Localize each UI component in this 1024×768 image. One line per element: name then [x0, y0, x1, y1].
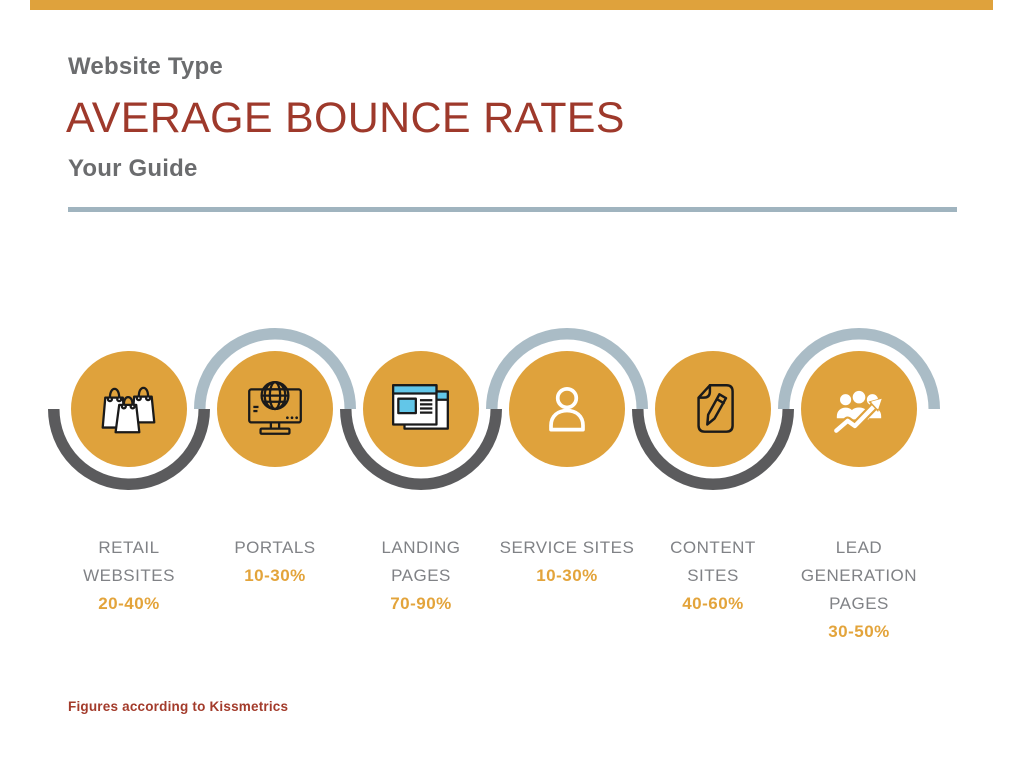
item-label-retail: RETAIL WEBSITES 20-40% — [49, 534, 209, 618]
page-title: AVERAGE BOUNCE RATES — [66, 94, 625, 142]
header-subtitle: Your Guide — [68, 155, 198, 182]
item-name: SERVICE SITES — [499, 538, 635, 557]
person-icon — [549, 387, 585, 432]
item-rate: 10-30% — [536, 566, 598, 585]
arc-light-1 — [194, 328, 356, 410]
item-name: PORTALS — [234, 538, 316, 557]
item-rate: 70-90% — [390, 594, 452, 613]
people-growth-arrow-icon — [831, 390, 883, 436]
arc-dark-2 — [340, 408, 502, 490]
header-divider — [68, 207, 957, 212]
item-name: RETAIL WEBSITES — [83, 538, 175, 585]
browser-windows-icon — [392, 384, 449, 430]
desktop-globe-icon — [248, 381, 302, 435]
item-label-content: CONTENT SITES 40-60% — [633, 534, 793, 618]
arc-dark-1 — [48, 408, 210, 490]
item-rate: 40-60% — [682, 594, 744, 613]
item-label-landing: LANDING PAGES 70-90% — [341, 534, 501, 618]
item-label-lead: LEAD GENERATION PAGES 30-50% — [779, 534, 939, 646]
item-rate: 20-40% — [98, 594, 160, 613]
header-kicker: Website Type — [68, 53, 223, 80]
gold-circle-content — [655, 351, 771, 467]
item-name: CONTENT SITES — [670, 538, 756, 585]
document-pencil-icon — [697, 384, 734, 433]
item-name: LANDING PAGES — [381, 538, 461, 585]
item-rate: 10-30% — [244, 566, 306, 585]
item-name: LEAD GENERATION PAGES — [800, 538, 918, 613]
item-label-portals: PORTALS 10-30% — [195, 534, 355, 590]
arc-dark-3 — [632, 408, 794, 490]
source-note: Figures according to Kissmetrics — [68, 699, 289, 714]
arc-light-3 — [778, 328, 940, 410]
item-rate: 30-50% — [828, 622, 890, 641]
top-accent-bar — [30, 0, 993, 10]
arc-light-2 — [486, 328, 648, 410]
item-label-service: SERVICE SITES 10-30% — [487, 534, 647, 590]
shopping-bags-icon — [101, 386, 156, 434]
